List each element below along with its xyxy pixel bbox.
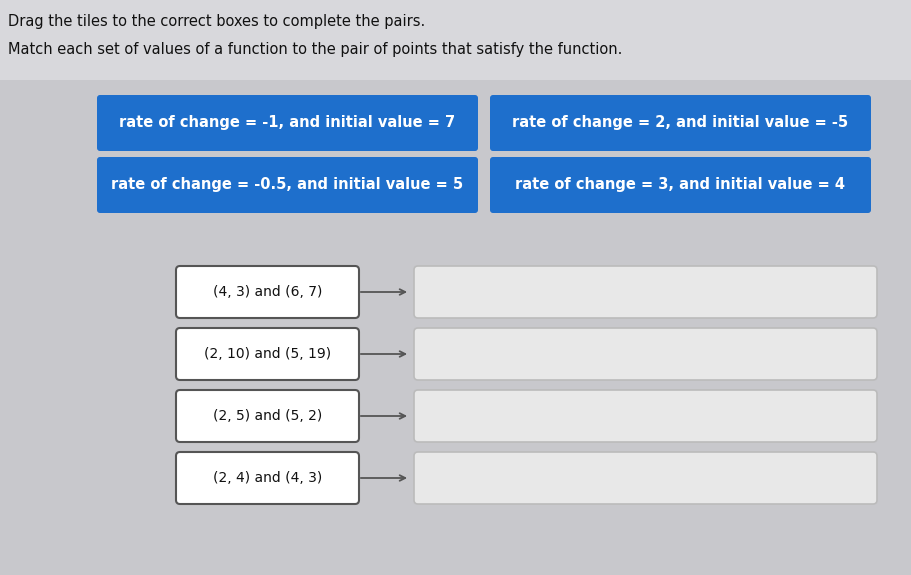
Text: (2, 5) and (5, 2): (2, 5) and (5, 2) <box>212 409 322 423</box>
Text: rate of change = -0.5, and initial value = 5: rate of change = -0.5, and initial value… <box>111 178 463 193</box>
FancyBboxPatch shape <box>414 452 876 504</box>
FancyBboxPatch shape <box>414 390 876 442</box>
Text: rate of change = 2, and initial value = -5: rate of change = 2, and initial value = … <box>512 116 847 131</box>
FancyBboxPatch shape <box>414 328 876 380</box>
FancyBboxPatch shape <box>176 452 359 504</box>
Text: Match each set of values of a function to the pair of points that satisfy the fu: Match each set of values of a function t… <box>8 42 621 57</box>
FancyBboxPatch shape <box>489 157 870 213</box>
FancyBboxPatch shape <box>176 328 359 380</box>
FancyBboxPatch shape <box>97 95 477 151</box>
Text: rate of change = -1, and initial value = 7: rate of change = -1, and initial value =… <box>119 116 456 131</box>
FancyBboxPatch shape <box>176 390 359 442</box>
Text: (2, 10) and (5, 19): (2, 10) and (5, 19) <box>204 347 331 361</box>
FancyBboxPatch shape <box>176 266 359 318</box>
Text: Drag the tiles to the correct boxes to complete the pairs.: Drag the tiles to the correct boxes to c… <box>8 14 425 29</box>
FancyBboxPatch shape <box>97 157 477 213</box>
Text: rate of change = 3, and initial value = 4: rate of change = 3, and initial value = … <box>515 178 844 193</box>
FancyBboxPatch shape <box>414 266 876 318</box>
FancyBboxPatch shape <box>0 0 911 80</box>
Text: (4, 3) and (6, 7): (4, 3) and (6, 7) <box>212 285 322 299</box>
Text: (2, 4) and (4, 3): (2, 4) and (4, 3) <box>212 471 322 485</box>
FancyBboxPatch shape <box>489 95 870 151</box>
